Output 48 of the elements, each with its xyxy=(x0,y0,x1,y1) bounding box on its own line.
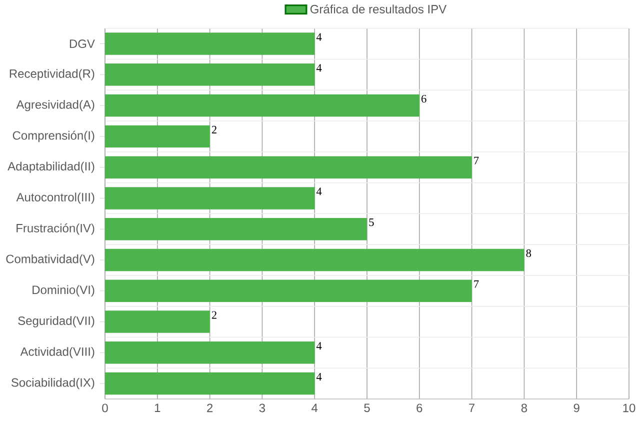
y-tick-label: Agresividad(A) xyxy=(16,100,94,112)
x-tick-label: 1 xyxy=(154,404,160,412)
data-label: 4 xyxy=(316,188,322,196)
y-tick-label: Receptividad(R) xyxy=(10,69,94,80)
x-tick-label: 2 xyxy=(207,404,213,412)
data-label: 4 xyxy=(316,373,322,380)
y-tick-label: Autocontrol(III) xyxy=(16,192,94,204)
x-tick-label: 7 xyxy=(469,404,475,412)
bar xyxy=(105,342,315,364)
bar xyxy=(105,248,524,272)
bar xyxy=(105,280,472,302)
bar xyxy=(105,32,315,55)
legend-label: Gráfica de resultados IPV xyxy=(310,4,447,14)
x-tick-label: 3 xyxy=(259,404,266,412)
bar xyxy=(105,94,420,117)
y-tick-label: Combatividad(V) xyxy=(6,254,94,266)
bar xyxy=(105,187,315,210)
y-tick-label: Dominio(VI) xyxy=(32,285,94,296)
y-tick-label: Comprensión(I) xyxy=(12,130,94,142)
data-label: 6 xyxy=(421,94,426,103)
x-tick-label: 4 xyxy=(312,404,318,412)
data-label: 7 xyxy=(474,156,479,164)
data-label: 4 xyxy=(316,64,322,72)
data-label: 2 xyxy=(212,126,216,134)
bar xyxy=(105,125,210,148)
bar xyxy=(105,372,315,395)
data-label: 4 xyxy=(316,33,322,41)
y-tick-label: Sociabilidad(IX) xyxy=(11,378,94,390)
y-tick-label: DGV xyxy=(70,40,95,48)
data-label: 8 xyxy=(526,249,532,258)
y-tick-label: Adaptabilidad(II) xyxy=(8,162,94,173)
x-tick-label: 0 xyxy=(102,404,108,412)
y-tick-label: Frustración(IV) xyxy=(16,223,94,235)
x-tick-label: 9 xyxy=(574,404,580,412)
x-tick-label: 8 xyxy=(521,404,528,412)
x-tick-label: 5 xyxy=(364,404,370,412)
bar xyxy=(105,64,315,86)
bar xyxy=(105,218,367,240)
y-tick-label: Actividad(VIII) xyxy=(20,347,94,358)
data-label: 5 xyxy=(369,218,374,226)
x-tick-label: 10 xyxy=(623,404,636,412)
data-label: 4 xyxy=(316,342,322,350)
bar xyxy=(105,310,210,333)
x-tick-label: 6 xyxy=(416,404,422,412)
data-label: 2 xyxy=(212,311,216,319)
data-label: 7 xyxy=(474,280,479,288)
bar xyxy=(105,156,472,178)
y-tick-label: Seguridad(VII) xyxy=(18,316,94,328)
